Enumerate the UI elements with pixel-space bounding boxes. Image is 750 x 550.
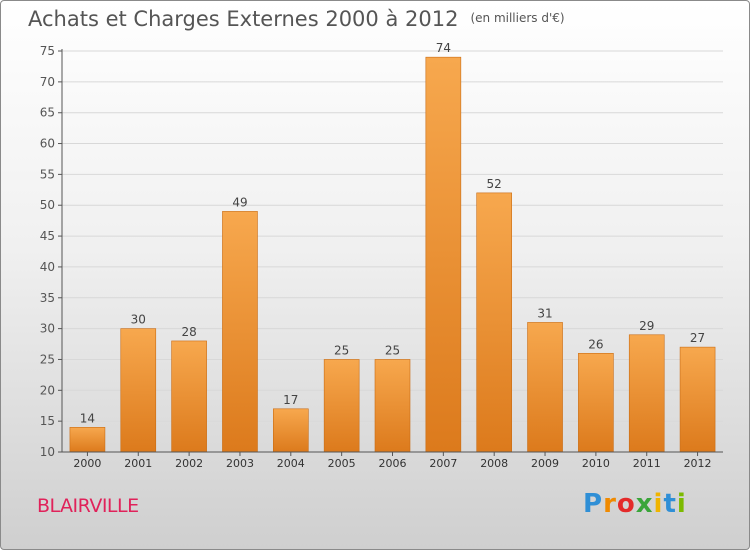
- x-tick-label: 2011: [633, 457, 661, 470]
- y-tick-label: 25: [40, 352, 55, 366]
- y-tick-label: 75: [40, 44, 55, 58]
- y-tick-label: 30: [40, 322, 55, 336]
- logo-letter: r: [603, 489, 617, 519]
- bar: [374, 359, 411, 453]
- bar: [222, 211, 258, 453]
- bar: [171, 340, 207, 453]
- bar: [273, 408, 309, 453]
- bar: [120, 328, 157, 453]
- bar: [578, 352, 614, 453]
- bar-value-label: 30: [131, 313, 146, 327]
- chart-unit: (en milliers d'€): [470, 11, 565, 25]
- bar-value-label: 14: [80, 411, 95, 425]
- bar-value-label: 74: [436, 41, 451, 55]
- bar: [69, 427, 106, 453]
- chart-title: Achats et Charges Externes 2000 à 2012 (e…: [28, 7, 565, 31]
- y-tick-label: 15: [40, 414, 55, 428]
- y-tick-label: 35: [40, 291, 55, 305]
- y-tick-label: 45: [40, 229, 55, 243]
- y-tick-label: 55: [40, 167, 55, 181]
- logo-letter: t: [663, 489, 677, 519]
- bar-value-label: 17: [283, 393, 298, 407]
- x-tick-label: 2001: [124, 457, 152, 470]
- logo-letter: P: [583, 489, 604, 519]
- bar-value-label: 25: [385, 343, 400, 357]
- bar-value-label: 49: [232, 195, 247, 209]
- x-tick-label: 2007: [429, 457, 457, 470]
- bar-value-label: 31: [537, 306, 552, 320]
- x-tick-label: 2012: [684, 457, 712, 470]
- x-tick-label: 2010: [582, 457, 610, 470]
- bar-value-label: 29: [639, 319, 654, 333]
- bar-value-label: 27: [690, 331, 705, 345]
- bars: 14 30 28 49 17 25 25 74 52 31 26 29 27: [69, 41, 716, 453]
- bar-value-label: 28: [181, 325, 196, 339]
- y-tick-label: 65: [40, 106, 55, 120]
- y-tick-label: 50: [40, 198, 55, 212]
- bar: [679, 346, 716, 453]
- x-tick-label: 2004: [277, 457, 305, 470]
- chart-title-text: Achats et Charges Externes 2000 à 2012: [28, 7, 459, 31]
- x-tick-label: 2006: [379, 457, 407, 470]
- logo-letter: i: [653, 489, 664, 519]
- logo-letter: x: [635, 489, 654, 519]
- bar: [628, 334, 665, 453]
- x-tick-label: 2002: [175, 457, 203, 470]
- bar-value-label: 26: [588, 337, 603, 351]
- bar: [323, 359, 360, 453]
- bar-value-label: 52: [487, 177, 502, 191]
- bar: [425, 56, 462, 453]
- x-tick-label: 2000: [73, 457, 101, 470]
- y-tick-label: 40: [40, 260, 55, 274]
- x-tick-label: 2005: [328, 457, 356, 470]
- proxiti-logo: Proxiti: [583, 489, 687, 519]
- logo-letter: o: [616, 489, 636, 519]
- bar: [476, 192, 512, 453]
- x-tick-label: 2008: [480, 457, 508, 470]
- bar: [527, 322, 563, 453]
- y-tick-label: 60: [40, 137, 55, 151]
- x-tick-label: 2003: [226, 457, 254, 470]
- y-tick-label: 20: [40, 383, 55, 397]
- y-tick-label: 10: [40, 445, 55, 459]
- bar-value-label: 25: [334, 343, 349, 357]
- city-name: BLAIRVILLE: [37, 495, 139, 517]
- x-tick-label: 2009: [531, 457, 559, 470]
- logo-letter: i: [676, 489, 687, 519]
- axes: 10 15 20 25 30 35 40 45 50 55 60 65 70 75 2000 2001 2002…: [40, 44, 723, 470]
- y-tick-label: 70: [40, 75, 55, 89]
